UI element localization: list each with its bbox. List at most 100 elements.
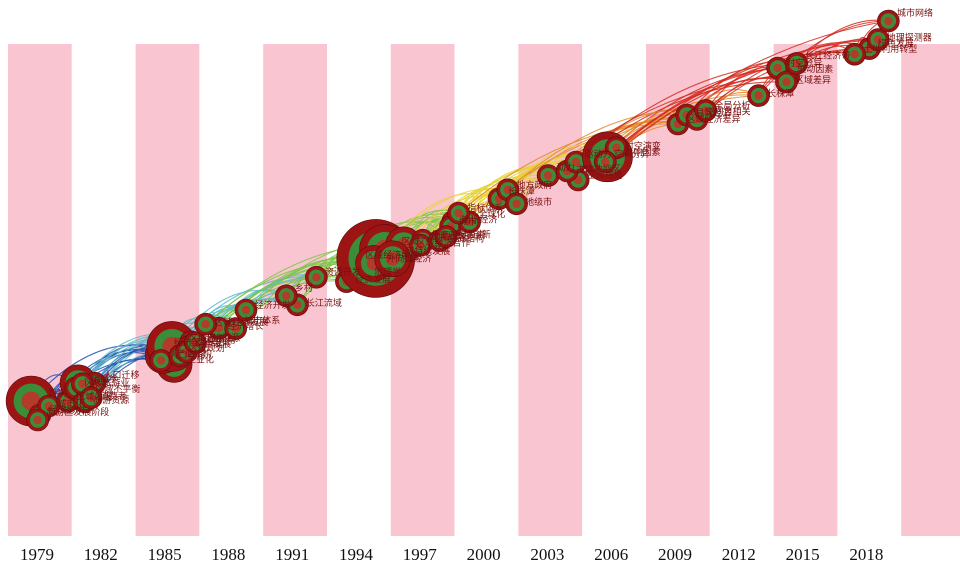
year-slice <box>390 44 455 536</box>
keyword-node <box>447 201 470 225</box>
keyword-label: 资源开发 <box>325 266 361 278</box>
keyword-label: 发展战略 <box>429 231 465 243</box>
keyword-label: 长株潭 <box>767 88 794 100</box>
keyword-node <box>409 233 432 257</box>
keyword-label: 影响 <box>48 387 66 399</box>
keyword-label: 人口迁移 <box>104 369 140 381</box>
keyword-label: 长江经济带 <box>805 49 850 61</box>
year-label: 2006 <box>594 545 628 564</box>
year-slice <box>709 44 774 536</box>
keyword-node <box>775 70 798 94</box>
keyword-label: 驱动因素 <box>797 63 833 75</box>
keyword-label: 综合发展 <box>195 338 231 350</box>
keyword-node <box>224 317 247 340</box>
keyword-label: 区域差异 <box>795 74 831 86</box>
keyword-node <box>374 240 411 278</box>
keyword-node <box>305 265 328 289</box>
keyword-label: 城市网络 <box>897 7 933 19</box>
keyword-label: 经济增长 <box>227 320 263 332</box>
keyword-node <box>747 84 770 107</box>
keyword-label: 知识经济 <box>461 214 497 226</box>
keyword-label: 区域经济合作 <box>416 237 470 249</box>
keyword-node <box>593 150 617 174</box>
keyword-node <box>866 28 890 51</box>
keyword-label: 工业化 <box>187 353 214 365</box>
keyword-label: 经济区 <box>174 336 201 348</box>
year-label: 1994 <box>339 545 374 564</box>
keyword-node <box>434 225 458 248</box>
keyword-node <box>843 42 866 66</box>
keyword-label: 区域创新 <box>455 229 491 241</box>
year-slice <box>518 44 583 536</box>
keyword-label: 中国 <box>401 250 419 262</box>
keyword-label: 区域发展 <box>76 390 112 402</box>
keyword-label: 可持续发展 <box>405 245 450 257</box>
keyword-label: 区域 <box>402 235 420 247</box>
keyword-label: 区域规划 <box>189 342 225 354</box>
year-label: 2015 <box>786 545 820 564</box>
keyword-label: 人口迁移 <box>170 349 206 361</box>
year-slice <box>901 44 960 536</box>
keyword-nodes <box>5 9 900 432</box>
keyword-node <box>694 99 718 122</box>
keyword-label: 工业生产 <box>197 336 233 348</box>
keyword-label: 消费者 <box>100 390 127 402</box>
keyword-label: 区域经济 <box>189 332 225 344</box>
keyword-label: 空间格局 <box>587 169 623 181</box>
keyword-label: 旅游资源 <box>93 394 129 406</box>
keyword-label: 土地利用 <box>200 334 236 346</box>
keyword-label: 地理探测器 <box>887 32 932 44</box>
keyword-label: 经济发展 <box>355 274 391 286</box>
year-label: 2000 <box>467 545 501 564</box>
keyword-node <box>877 9 900 33</box>
keyword-label: 动力 <box>557 162 575 174</box>
keyword-label: 城市化 <box>57 398 84 410</box>
keyword-label: 外向型经济 <box>386 252 431 264</box>
keyword-label: 区域经济发展 <box>214 316 268 328</box>
keyword-label: 指标体系 <box>467 202 503 214</box>
keyword-label: 旅游 <box>91 375 109 387</box>
keyword-node <box>149 349 173 372</box>
keyword-label: 全局分析 <box>714 99 750 111</box>
keyword-label: 地方政府 <box>516 179 552 191</box>
keyword-label: 时空分异 <box>786 57 822 69</box>
keyword-label: 驱动力 <box>585 148 612 160</box>
keyword-label: 绿色发展 <box>878 38 914 50</box>
keyword-label: 主体功能区 <box>576 163 621 175</box>
year-axis-labels: 1979 1982 1985 1988 1991 1994 1997 2000 2003 2006… <box>20 545 883 564</box>
keyword-label: 土地资源 <box>204 332 240 344</box>
keyword-label: 时空演变 <box>625 140 661 152</box>
keyword-label: 地理学 <box>374 266 401 278</box>
keyword-label: 区域旅游业 <box>84 377 129 389</box>
keyword-label: 城市体系 <box>244 315 280 327</box>
keyword-label: 影响因素 <box>625 146 661 158</box>
year-label: 1985 <box>148 545 182 564</box>
keyword-node <box>564 150 588 174</box>
keyword-node <box>79 386 103 410</box>
year-label: 2012 <box>722 545 756 564</box>
keyword-label: 经济影响 <box>49 404 85 416</box>
keyword-label: 区域不平衡 <box>95 383 140 395</box>
keyword-label: 外商直接投资 <box>431 229 485 241</box>
keyword-label: 区域经济学 <box>365 249 410 261</box>
year-slice <box>71 44 136 536</box>
keyword-label: 经济开发 <box>255 299 291 311</box>
keyword-label: 长江流域 <box>306 297 342 309</box>
keyword-node <box>26 408 50 432</box>
year-label: 1997 <box>403 545 438 564</box>
keyword-label: 地级市 <box>525 196 552 208</box>
keyword-label: 产业结构 <box>176 347 212 359</box>
keyword-label: 区域经济差异 <box>687 113 741 125</box>
keyword-node <box>194 312 217 336</box>
year-slice <box>199 44 264 536</box>
keyword-label: 空间结构 <box>448 233 484 245</box>
co-occurrence-link <box>458 123 678 214</box>
year-slice <box>773 44 838 536</box>
keyword-label: 长株潭 <box>508 185 535 197</box>
year-label: 2003 <box>530 545 564 564</box>
year-label: 1991 <box>275 545 309 564</box>
keyword-node <box>785 52 809 75</box>
keyword-label: 城市 <box>459 216 477 228</box>
keyword-label: 县域经济 <box>695 107 731 119</box>
keyword-node <box>274 284 298 308</box>
